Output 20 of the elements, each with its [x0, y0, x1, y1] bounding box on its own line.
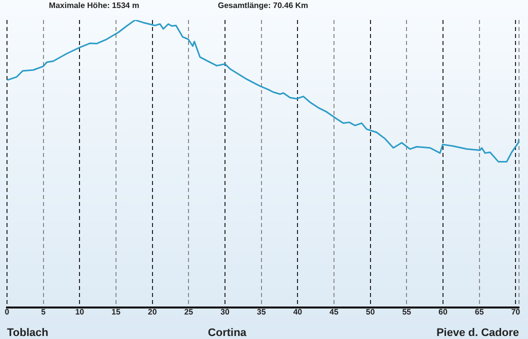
x-tick-label: 20 — [148, 307, 158, 316]
x-tick-label: 70 — [511, 307, 521, 316]
x-tick-label: 0 — [4, 307, 10, 316]
x-tick-label: 5 — [41, 307, 46, 316]
x-tick-label: 35 — [256, 307, 266, 316]
x-tick-label: 50 — [366, 307, 376, 316]
chart-title: Maximale Höhe: 1534 m — [48, 1, 140, 10]
x-tick-label: 30 — [220, 307, 230, 316]
x-tick-label: 65 — [474, 307, 484, 316]
text: Cortina — [208, 326, 248, 339]
x-tick-label: 60 — [438, 307, 448, 316]
x-tick-label: 55 — [402, 307, 412, 316]
text: Toblach — [7, 326, 49, 339]
x-tick-label: 10 — [75, 307, 85, 316]
x-tick-label: 45 — [330, 307, 339, 316]
x-tick-label: 40 — [293, 307, 303, 316]
x-tick-label: 15 — [112, 307, 121, 316]
text: Pieve d. Cadore — [436, 326, 519, 339]
x-tick-label: 25 — [184, 307, 194, 316]
chart-subtitle: Gesamtlänge: 70.46 Km — [218, 1, 308, 10]
